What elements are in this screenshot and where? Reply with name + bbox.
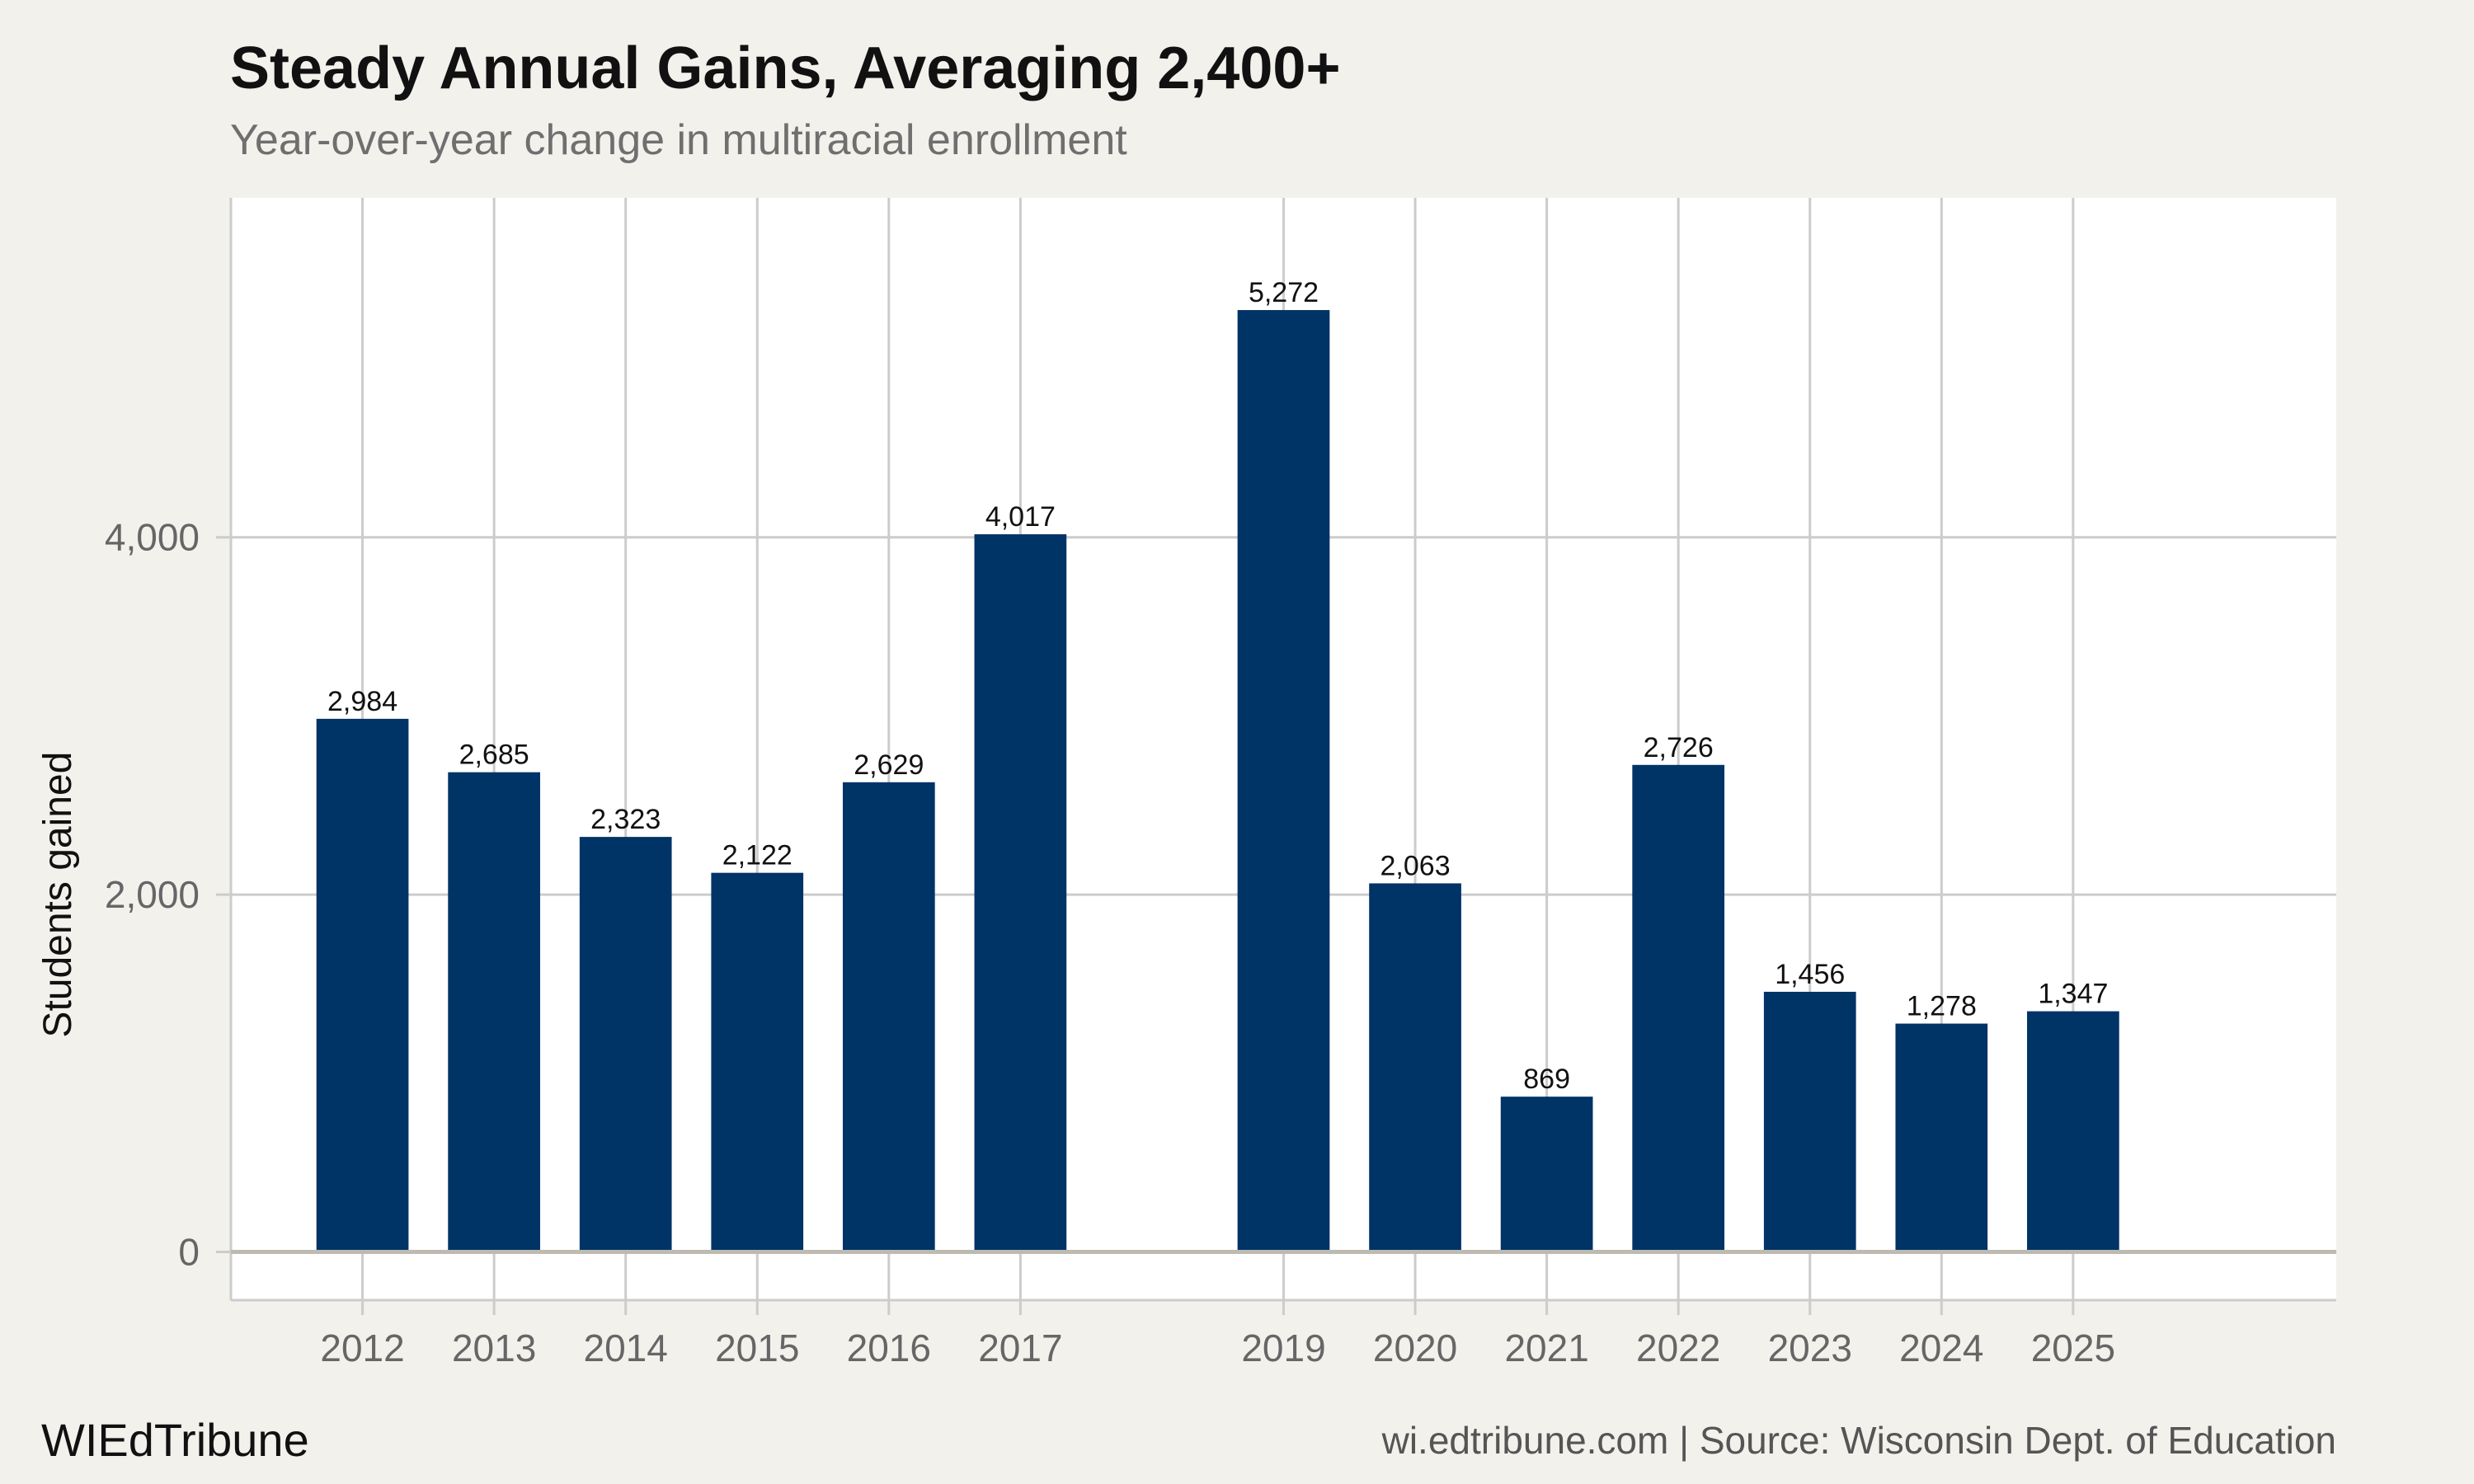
bar-value-label: 1,456 xyxy=(1775,959,1845,990)
bar-2025 xyxy=(2027,1011,2119,1252)
bar-value-label: 2,063 xyxy=(1380,850,1451,881)
bar-2020 xyxy=(1369,883,1461,1252)
y-tick-label: 4,000 xyxy=(105,516,200,559)
x-tick-label: 2024 xyxy=(1899,1327,1983,1369)
chart-subtitle: Year-over-year change in multiracial enr… xyxy=(230,116,1127,164)
bar-value-label: 2,122 xyxy=(722,840,793,871)
x-tick-label: 2025 xyxy=(2031,1327,2115,1369)
footer-source: wi.edtribune.com | Source: Wisconsin Dep… xyxy=(1381,1419,2336,1462)
bar-value-label: 2,685 xyxy=(459,740,529,771)
bar-2015 xyxy=(711,872,804,1252)
bar-value-label: 1,278 xyxy=(1907,991,1977,1022)
bar-2012 xyxy=(316,718,409,1252)
bar-2023 xyxy=(1763,991,1856,1252)
bar-2017 xyxy=(974,534,1067,1252)
y-axis-label: Students gained xyxy=(36,752,80,1038)
x-tick-label: 2012 xyxy=(320,1327,404,1369)
bars xyxy=(316,310,2119,1252)
x-tick-label: 2016 xyxy=(847,1327,931,1369)
x-tick-label: 2023 xyxy=(1768,1327,1852,1369)
bar-2024 xyxy=(1895,1023,1988,1252)
x-tick-label: 2022 xyxy=(1636,1327,1720,1369)
x-tick-label: 2021 xyxy=(1504,1327,1588,1369)
chart-title: Steady Annual Gains, Averaging 2,400+ xyxy=(230,35,1341,101)
x-tick-label: 2019 xyxy=(1241,1327,1325,1369)
bar-2014 xyxy=(579,837,672,1252)
footer-brand: WIEdTribune xyxy=(41,1414,309,1466)
bar-2021 xyxy=(1500,1097,1593,1252)
x-tick-label: 2013 xyxy=(452,1327,536,1369)
bar-2019 xyxy=(1237,310,1330,1252)
y-tick-label: 2,000 xyxy=(105,873,200,916)
bar-value-labels: 2,984 2,685 2,323 2,122 2,629 4,017 5,272 2,063… xyxy=(327,277,2108,1095)
bar-value-label: 869 xyxy=(1523,1064,1570,1095)
bar-value-label: 4,017 xyxy=(985,501,1056,533)
bar-2016 xyxy=(842,782,935,1252)
bar-2013 xyxy=(448,772,540,1252)
bar-value-label: 2,984 xyxy=(327,686,397,717)
bar-value-label: 2,629 xyxy=(854,749,924,781)
x-tick-label: 2020 xyxy=(1373,1327,1457,1369)
bar-2022 xyxy=(1632,764,1725,1252)
x-tick-label: 2017 xyxy=(978,1327,1062,1369)
x-tick-label: 2014 xyxy=(584,1327,668,1369)
axes: 0 2,000 4,000 2012 2013 2014 2015 2016 2017 2019 2… xyxy=(105,198,2336,1369)
y-tick-label: 0 xyxy=(178,1230,200,1273)
bar-value-label: 2,323 xyxy=(590,804,661,835)
bar-value-label: 2,726 xyxy=(1644,732,1714,763)
bar-value-label: 1,347 xyxy=(2038,979,2108,1010)
x-tick-label: 2015 xyxy=(715,1327,799,1369)
bar-value-label: 5,272 xyxy=(1249,277,1319,308)
